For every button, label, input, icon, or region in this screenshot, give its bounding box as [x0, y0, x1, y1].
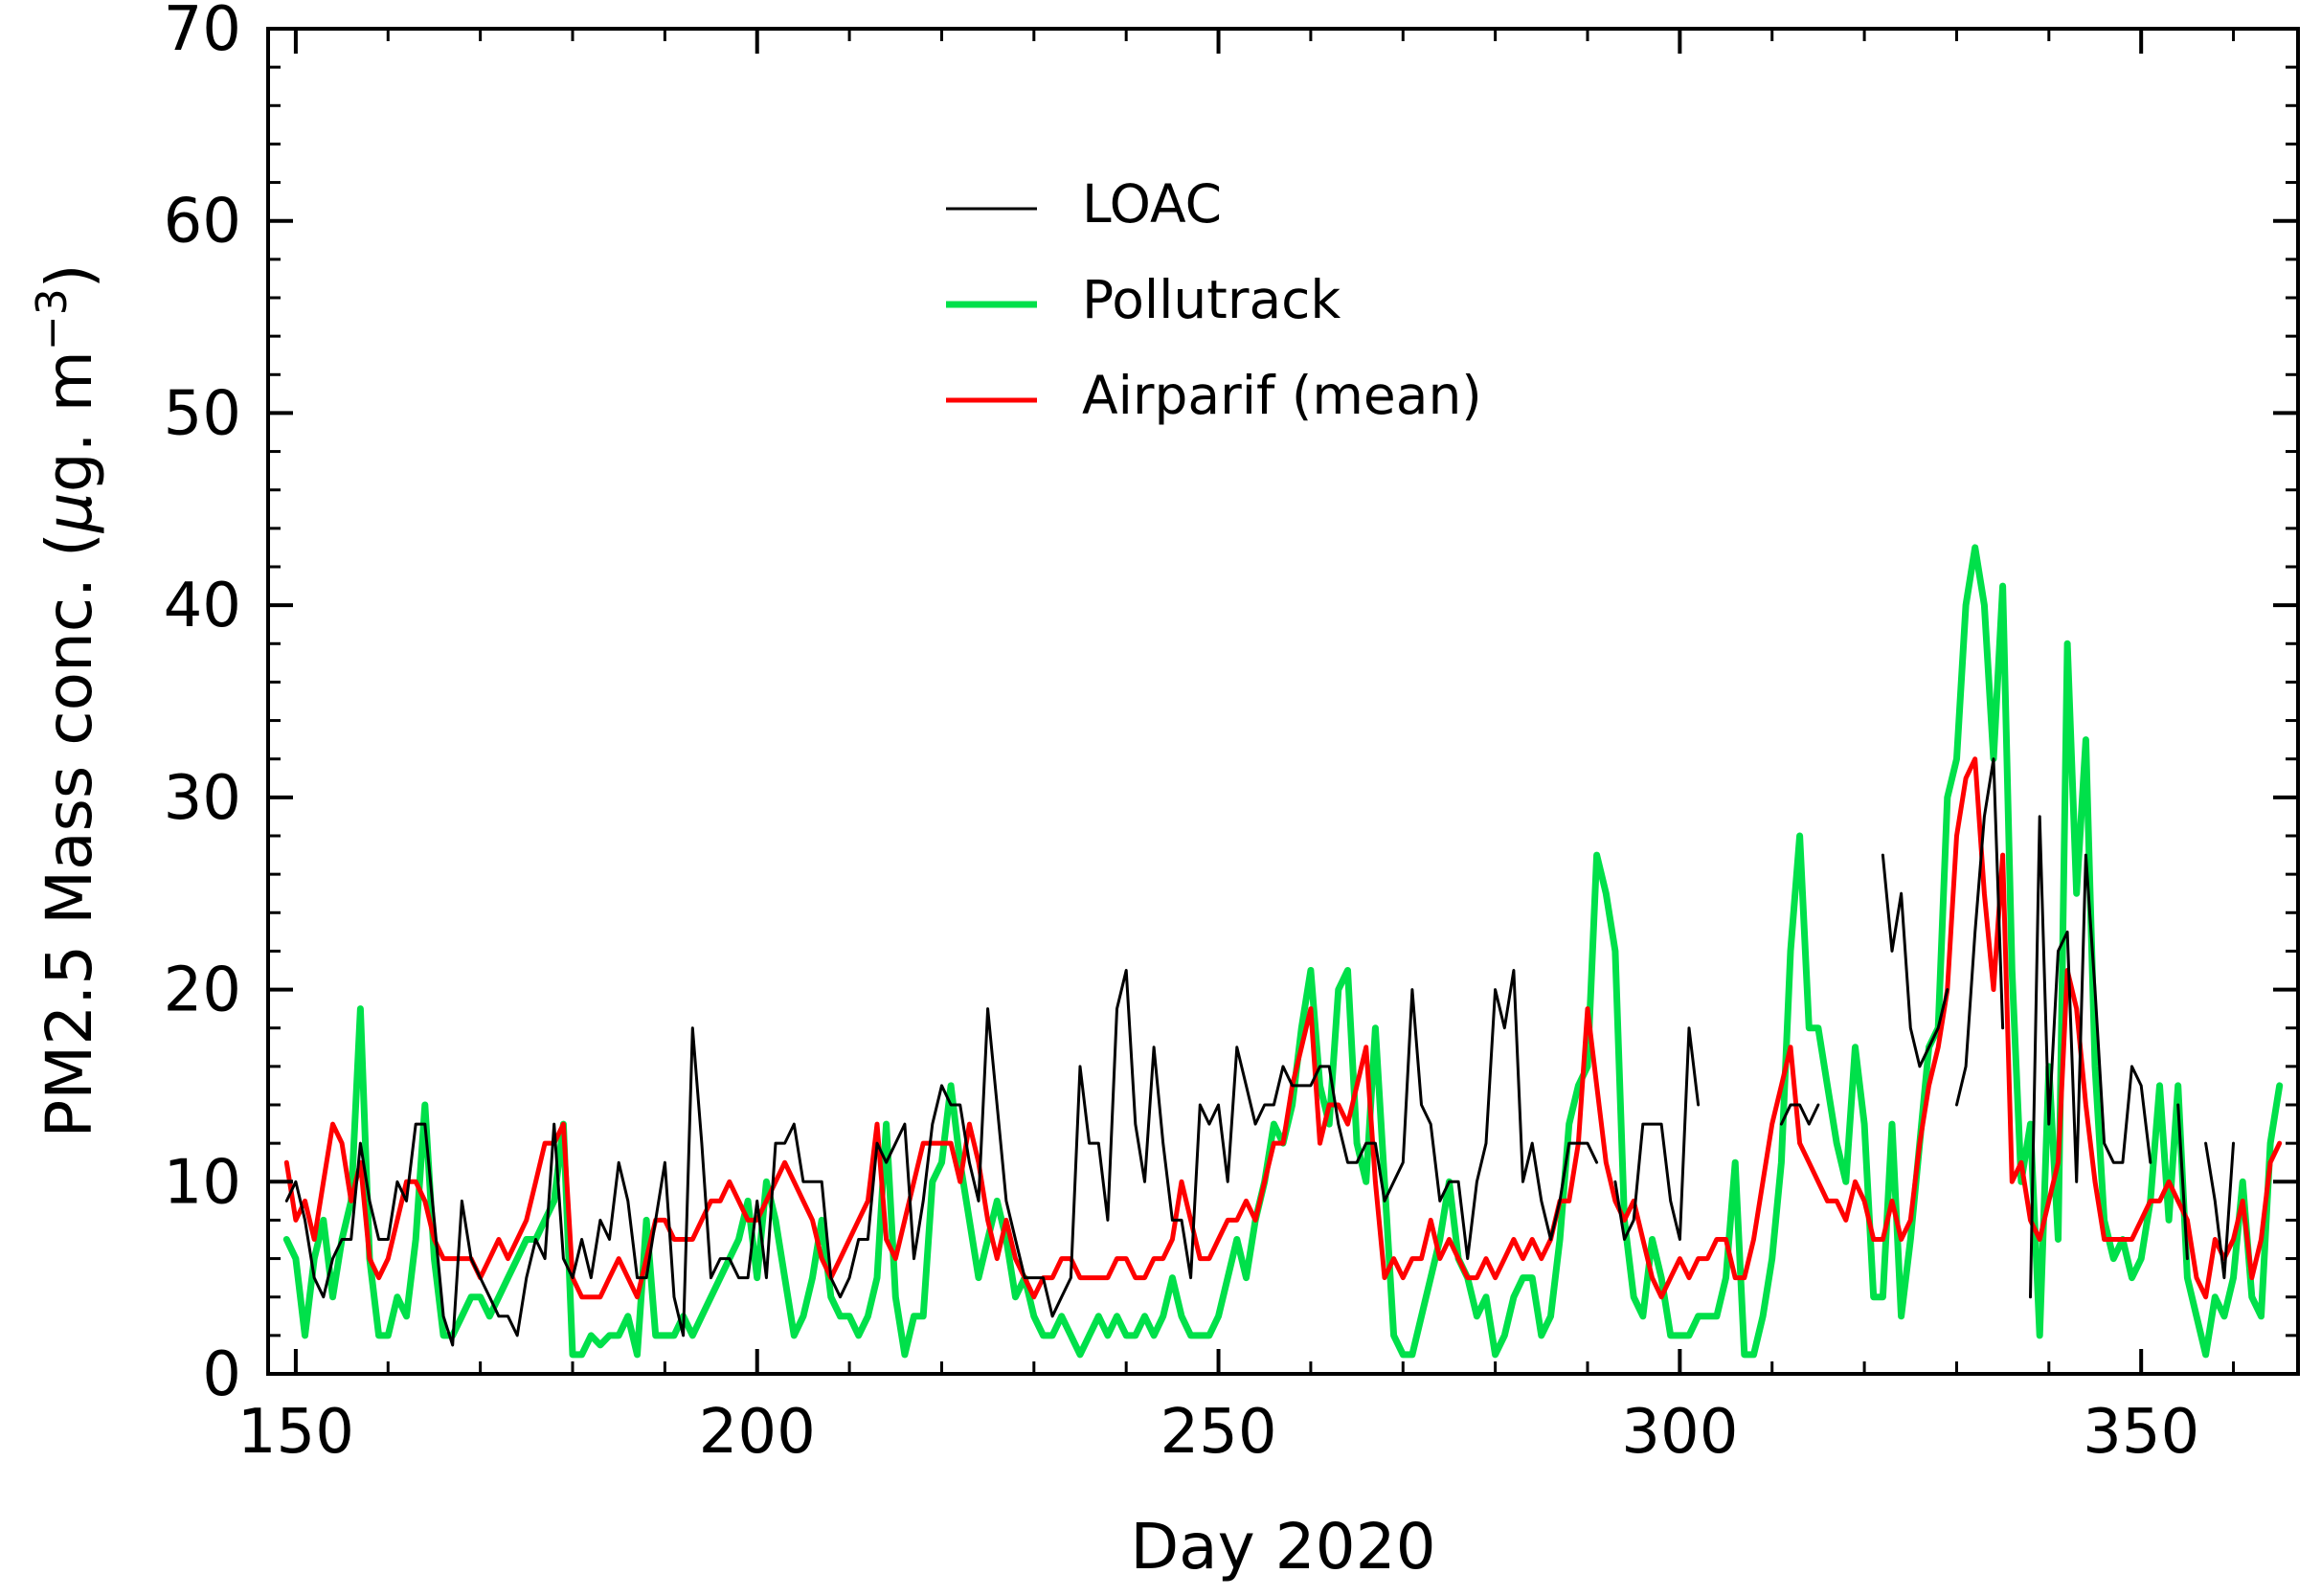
y-axis-label-close: ): [33, 263, 106, 288]
plot-frame: [266, 27, 2300, 1376]
series-line-loac-seg-5: [2029, 815, 2152, 1299]
legend: LOAC Pollutrack Airparif (mean): [946, 173, 1482, 426]
series-line-loac-seg-2: [1779, 1103, 1820, 1126]
series-line-loac-seg-3: [1881, 853, 1949, 1068]
x-tick-label-350: 350: [2083, 1397, 2199, 1468]
y-axis-label-main: PM2.5 Mass conc. (: [33, 532, 106, 1137]
y-tick-label-30: 30: [164, 763, 241, 834]
y-tick-label-20: 20: [164, 955, 241, 1026]
y-axis-label-unit: g. m: [33, 350, 106, 492]
y-tick-label-40: 40: [164, 571, 241, 641]
series-layer: [282, 544, 2284, 1359]
x-tick-label-250: 250: [1160, 1397, 1276, 1468]
y-tick-label-70: 70: [164, 0, 241, 65]
legend-label-airparif: Airparif (mean): [1082, 365, 1482, 426]
legend-label-loac: LOAC: [1082, 173, 1222, 235]
x-tick-label-300: 300: [1621, 1397, 1738, 1468]
legend-label-pollutrack: Pollutrack: [1082, 269, 1341, 330]
x-tick-label-200: 200: [699, 1397, 816, 1468]
series-line-pollutrack-seg-0: [282, 544, 2284, 1359]
series-line-loac-seg-4: [1955, 757, 2005, 1107]
y-tick-label-10: 10: [164, 1147, 241, 1218]
series-line-airparif-mean-seg-0: [283, 756, 2283, 1300]
series-line-loac-seg-7: [2204, 1141, 2235, 1280]
y-tick-label-50: 50: [164, 378, 241, 449]
x-axis-label: Day 2020: [1130, 1510, 1435, 1584]
y-axis-label-mu: μ: [33, 492, 106, 533]
y-tick-label-60: 60: [164, 187, 241, 258]
y-tick-label-0: 0: [202, 1339, 241, 1410]
tick-layer: 150 200 250 300 350 0 10 20 30 40 50 60 70: [164, 0, 2298, 1468]
series-line-loac-seg-1: [1613, 1026, 1701, 1241]
y-axis-label-sup: −3: [28, 288, 77, 350]
series-line-loac-seg-0: [284, 969, 1599, 1347]
series-line-loac-seg-6: [2176, 1103, 2189, 1261]
x-tick-label-150: 150: [237, 1397, 354, 1468]
y-axis-label: PM2.5 Mass conc. (μg. m−3): [28, 263, 106, 1137]
